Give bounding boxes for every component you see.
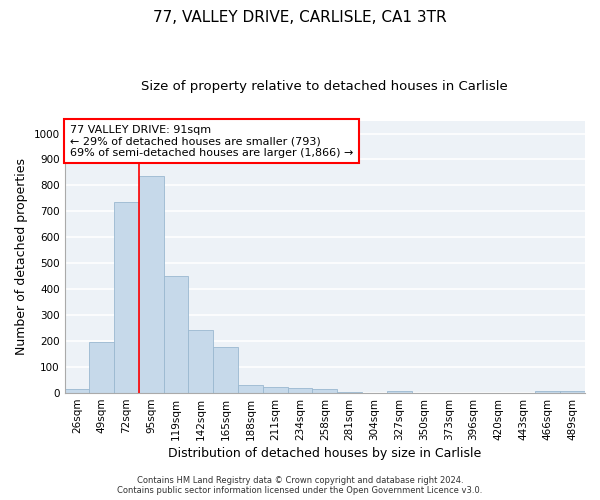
Bar bbox=[337, 392, 362, 393]
Bar bbox=[89, 342, 114, 393]
Bar bbox=[387, 391, 412, 393]
Bar bbox=[263, 388, 287, 393]
Bar bbox=[313, 390, 337, 393]
Text: 77, VALLEY DRIVE, CARLISLE, CA1 3TR: 77, VALLEY DRIVE, CARLISLE, CA1 3TR bbox=[153, 10, 447, 25]
Bar bbox=[164, 276, 188, 393]
Bar bbox=[238, 384, 263, 393]
Bar bbox=[535, 391, 560, 393]
Title: Size of property relative to detached houses in Carlisle: Size of property relative to detached ho… bbox=[142, 80, 508, 93]
Text: 77 VALLEY DRIVE: 91sqm
← 29% of detached houses are smaller (793)
69% of semi-de: 77 VALLEY DRIVE: 91sqm ← 29% of detached… bbox=[70, 124, 353, 158]
Bar bbox=[188, 330, 213, 393]
Bar bbox=[114, 202, 139, 393]
X-axis label: Distribution of detached houses by size in Carlisle: Distribution of detached houses by size … bbox=[168, 447, 481, 460]
Bar bbox=[213, 347, 238, 393]
Bar bbox=[560, 391, 585, 393]
Bar bbox=[287, 388, 313, 393]
Text: Contains HM Land Registry data © Crown copyright and database right 2024.
Contai: Contains HM Land Registry data © Crown c… bbox=[118, 476, 482, 495]
Bar bbox=[139, 176, 164, 393]
Y-axis label: Number of detached properties: Number of detached properties bbox=[15, 158, 28, 356]
Bar bbox=[65, 389, 89, 393]
